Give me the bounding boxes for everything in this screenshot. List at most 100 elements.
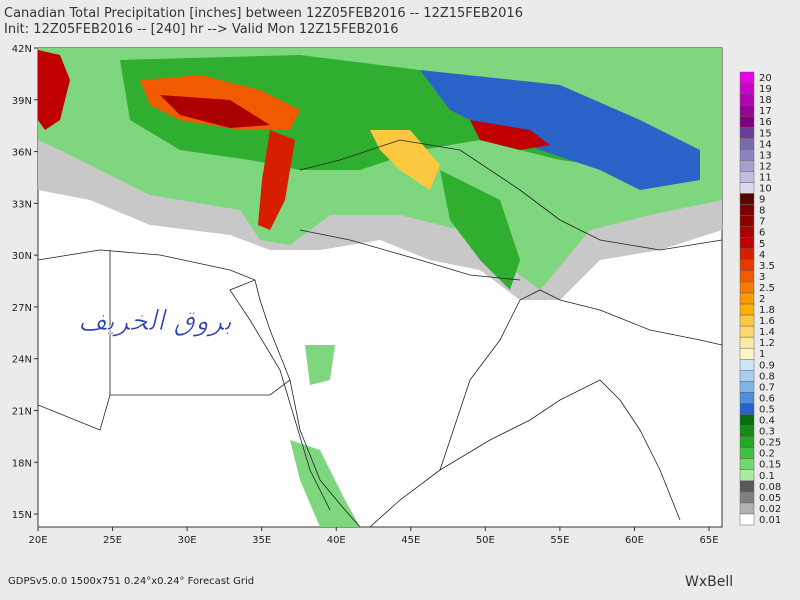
colorbar-swatch [739, 347, 755, 360]
colorbar-label: 0.02 [759, 504, 781, 515]
colorbar-label: 13 [759, 150, 772, 161]
colorbar-label: 0.01 [759, 515, 781, 526]
colorbar-swatch [739, 193, 755, 205]
colorbar-swatch [739, 259, 755, 272]
colorbar-label: 6 [759, 228, 765, 239]
x-tick-label: 60E [625, 535, 644, 546]
colorbar-swatch [739, 359, 755, 371]
colorbar-swatch [739, 138, 755, 150]
axis-ticks: 20E 25E 30E 35E 40E 45E 50E 55E 60E 65E 15N 18N 21N 2… [12, 44, 719, 546]
colorbar-label: 2 [759, 294, 765, 305]
colorbar-swatch [739, 425, 755, 437]
colorbar-swatch [739, 71, 755, 84]
colorbar-label: 2.5 [759, 283, 775, 294]
colorbar-label: 0.7 [759, 382, 775, 393]
colorbar-label: 3.5 [759, 261, 775, 272]
colorbar-swatch [739, 93, 755, 106]
colorbar-label: 1.8 [759, 305, 775, 316]
colorbar-swatch [739, 480, 755, 493]
colorbar-label: 12 [759, 161, 772, 172]
colorbar-swatch [739, 149, 755, 161]
y-tick-label: 36N [12, 148, 32, 159]
colorbar-swatch [739, 469, 755, 482]
colorbar-label: 4 [759, 250, 765, 261]
colorbar-label: 17 [759, 106, 772, 117]
subtitle: Init: 12Z05FEB2016 -- [240] hr --> Valid… [4, 22, 399, 37]
colorbar-label: 1.4 [759, 327, 775, 338]
colorbar-label: 11 [759, 172, 772, 183]
colorbar-label: 0.6 [759, 393, 775, 404]
colorbar: 20191817161514131211109876543.532.521.81… [739, 71, 781, 526]
colorbar-swatch [739, 458, 755, 471]
colorbar-label: 7 [759, 217, 765, 228]
colorbar-label: 0.1 [759, 471, 775, 482]
colorbar-swatch [739, 336, 755, 349]
y-tick-label: 21N [12, 406, 32, 417]
colorbar-label: 18 [759, 95, 772, 106]
colorbar-swatch [739, 248, 755, 261]
colorbar-label: 5 [759, 239, 765, 250]
model-info: GDPSv5.0.0 1500x751 0.24°x0.24° Forecast… [8, 576, 254, 587]
colorbar-swatch [739, 104, 755, 117]
x-tick-label: 55E [550, 535, 569, 546]
colorbar-label: 16 [759, 117, 772, 128]
colorbar-label: 9 [759, 195, 765, 206]
colorbar-swatch [739, 160, 755, 172]
y-tick-label: 42N [12, 44, 32, 55]
logo: WxBell [685, 574, 733, 590]
colorbar-swatch [739, 303, 755, 316]
colorbar-label: 0.8 [759, 371, 775, 382]
colorbar-label: 0.15 [759, 460, 781, 471]
y-tick-label: 27N [12, 303, 32, 314]
watermark: بروق الخريف [78, 304, 232, 337]
x-tick-label: 40E [327, 535, 346, 546]
colorbar-label: 0.05 [759, 493, 781, 504]
colorbar-swatch [739, 182, 755, 194]
colorbar-swatch [739, 392, 755, 404]
colorbar-label: 0.25 [759, 438, 781, 449]
x-tick-label: 45E [401, 535, 420, 546]
colorbar-swatch [739, 370, 755, 382]
colorbar-label: 15 [759, 128, 772, 139]
colorbar-label: 1 [759, 349, 765, 360]
colorbar-swatch [739, 513, 755, 526]
x-tick-label: 20E [28, 535, 47, 546]
colorbar-label: 3 [759, 272, 765, 283]
colorbar-label: 8 [759, 206, 765, 217]
colorbar-swatch [739, 414, 755, 426]
colorbar-swatch [739, 403, 755, 415]
y-tick-label: 24N [12, 355, 32, 366]
colorbar-swatch [739, 204, 755, 216]
colorbar-swatch [739, 82, 755, 95]
colorbar-label: 0.4 [759, 416, 775, 427]
colorbar-swatch [739, 436, 755, 448]
x-tick-label: 50E [476, 535, 495, 546]
y-tick-label: 30N [12, 251, 32, 262]
colorbar-swatch [739, 314, 755, 327]
colorbar-swatch [739, 126, 755, 139]
colorbar-swatch [739, 171, 755, 183]
colorbar-label: 0.2 [759, 449, 775, 460]
colorbar-swatch [739, 115, 755, 128]
title: Canadian Total Precipitation [inches] be… [4, 6, 523, 21]
colorbar-swatch [739, 491, 755, 504]
colorbar-label: 14 [759, 139, 772, 150]
colorbar-label: 1.2 [759, 338, 775, 349]
x-tick-label: 30E [178, 535, 197, 546]
colorbar-label: 0.3 [759, 427, 775, 438]
x-tick-label: 35E [252, 535, 271, 546]
colorbar-swatch [739, 237, 755, 250]
colorbar-label: 1.6 [759, 316, 775, 327]
x-tick-label: 25E [103, 535, 122, 546]
y-tick-label: 18N [12, 458, 32, 469]
colorbar-label: 20 [759, 73, 772, 84]
colorbar-swatch [739, 281, 755, 294]
colorbar-swatch [739, 226, 755, 238]
colorbar-label: 0.9 [759, 360, 775, 371]
y-tick-label: 39N [12, 96, 32, 107]
colorbar-swatch [739, 502, 755, 515]
borders [38, 139, 722, 527]
y-tick-label: 33N [12, 199, 32, 210]
colorbar-swatch [739, 215, 755, 227]
